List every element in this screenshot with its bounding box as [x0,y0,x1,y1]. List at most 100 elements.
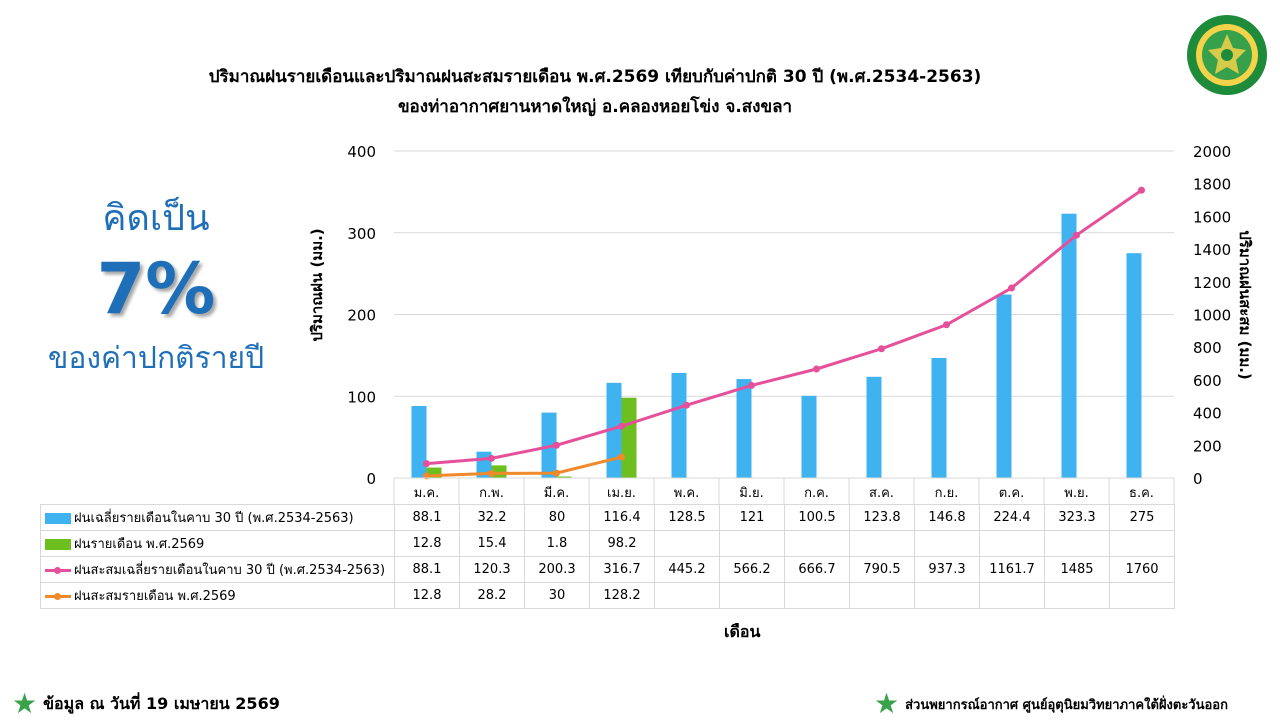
table-cell: 32.2 [459,504,525,531]
table-cell: 666.7 [784,556,850,583]
legend-label: ฝนเฉลี่ยรายเดือนในคาบ 30 ปี (พ.ศ.2534-25… [74,511,354,526]
y2-tick-label: 1400 [1193,241,1231,259]
table-cell: 566.2 [719,556,785,583]
line-point [618,453,625,461]
y2-tick-label: 800 [1193,339,1222,357]
table-row: ฝนเฉลี่ยรายเดือนในคาบ 30 ปี (พ.ศ.2534-25… [40,504,1175,531]
table-cell: 120.3 [459,556,525,583]
table-cell [914,582,980,609]
table-cell: 937.3 [914,556,980,583]
legend-entry: ฝนเฉลี่ยรายเดือนในคาบ 30 ปี (พ.ศ.2534-25… [40,504,395,531]
x-tick-label: ม.ค. [414,486,440,501]
footer-source-text: ส่วนพยากรณ์อากาศ ศูนย์อุตุนิยมวิทยาภาคใต… [905,697,1228,713]
table-cell: 80 [524,504,590,531]
table-cell [849,582,915,609]
table-cell: 12.8 [394,582,460,609]
table-cell: 128.2 [589,582,655,609]
bar-normal [801,395,817,478]
line-current-accumulated [426,455,622,478]
percent-value: 7% [96,248,216,330]
table-cell: 30 [524,582,590,609]
y-axis-title: ปริมาณฝน (มม.) [308,228,326,341]
green-star-icon: ★ [874,687,900,720]
x-tick-label: ก.ค. [804,486,829,501]
bar-normal [931,357,947,478]
line-point [683,401,690,409]
x-tick-label: ก.ย. [935,486,959,501]
bar-normal [606,382,622,478]
footer-data-date: ★ ข้อมูล ณ วันที่ 19 เมษายน 2569 [12,690,280,718]
table-cell: 1.8 [524,530,590,557]
x-tick-label: ก.พ. [479,486,504,501]
table-cell: 98.2 [589,530,655,557]
x-tick-label: ต.ค. [999,486,1024,501]
table-cell: 200.3 [524,556,590,583]
table-cell: 1485 [1044,556,1110,583]
green-star-icon: ★ [12,687,38,720]
table-cell: 316.7 [589,556,655,583]
table-cell: 88.1 [394,556,460,583]
footer-date-text: ข้อมูล ณ วันที่ 19 เมษายน 2569 [43,693,280,713]
chart-title: ปริมาณฝนรายเดือนและปริมาณฝนสะสมรายเดือน … [150,62,1040,122]
x-tick-label: ส.ค. [869,486,894,501]
line-point [1073,231,1080,239]
bar-normal [866,376,882,478]
meteorological-department-logo [1187,15,1267,95]
bar-current [621,397,637,478]
table-cell [784,530,850,557]
legend-label: ฝนสะสมรายเดือน พ.ศ.2569 [74,589,236,604]
legend-bar-swatch [45,513,71,524]
chart-title-line2: ของท่าอากาศยานหาดใหญ่ อ.คลองหอยโข่ง จ.สง… [397,97,793,117]
y2-tick-label: 0 [1193,470,1203,488]
table-cell: 445.2 [654,556,720,583]
table-cell: 121 [719,504,785,531]
line-point [878,345,885,353]
percent-of-normal-block: คิดเป็น 7% ของค่าปกติรายปี [20,195,292,383]
table-cell [979,530,1045,557]
y-tick-label: 200 [347,307,376,325]
table-cell [1109,582,1175,609]
x-tick-label: เม.ย. [607,486,636,501]
y2-tick-label: 1200 [1193,274,1231,292]
line-point [618,422,625,430]
table-cell [914,530,980,557]
legend-line-swatch [45,591,71,602]
table-cell: 146.8 [914,504,980,531]
x-axis-title: เดือน [724,622,761,641]
y-tick-label: 400 [347,143,376,161]
y-tick-label: 300 [347,225,376,243]
table-cell [654,582,720,609]
percent-caption-bottom: ของค่าปกติรายปี [47,341,265,376]
y-tick-label: 0 [366,470,376,488]
table-row: ฝนสะสมรายเดือน พ.ศ.2569 12.8 28.2 30 128.2 [40,582,1175,609]
line-point [423,460,430,468]
table-cell: 1161.7 [979,556,1045,583]
legend-line-swatch [45,565,71,576]
table-cell: 100.5 [784,504,850,531]
table-cell: 275 [1109,504,1175,531]
table-cell: 123.8 [849,504,915,531]
line-point [553,469,560,477]
table-cell: 12.8 [394,530,460,557]
bar-normal [411,405,427,478]
y2-tick-label: 1000 [1193,307,1231,325]
line-point [488,469,495,477]
bar-normal [736,379,752,478]
bar-current [556,476,572,478]
table-cell: 128.5 [654,504,720,531]
table-cell: 116.4 [589,504,655,531]
table-cell: 88.1 [394,504,460,531]
y2-tick-label: 200 [1193,437,1222,455]
bar-normal [1061,213,1077,478]
y2-tick-label: 600 [1193,372,1222,390]
x-tick-label: มี.ค. [544,485,570,501]
legend-label: ฝนสะสมเฉลี่ยรายเดือนในคาบ 30 ปี (พ.ศ.253… [74,563,386,578]
table-cell [654,530,720,557]
legend-entry: ฝนสะสมรายเดือน พ.ศ.2569 [40,582,395,609]
y2-tick-label: 1800 [1193,176,1231,194]
chart-data-table: ฝนเฉลี่ยรายเดือนในคาบ 30 ปี (พ.ศ.2534-25… [40,504,1175,609]
y2-tick-label: 2000 [1193,143,1231,161]
table-cell [1044,582,1110,609]
line-point [748,381,755,389]
